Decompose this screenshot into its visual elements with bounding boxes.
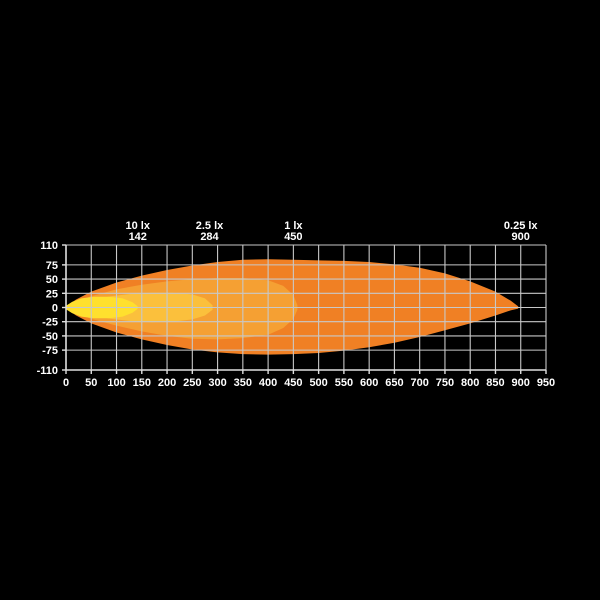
- iso-lux-value-label: 10 lx: [126, 220, 151, 232]
- x-axis-tick-label: 50: [85, 377, 97, 389]
- x-axis-tick-label: 100: [107, 377, 125, 389]
- y-axis-tick-label: -75: [42, 345, 58, 357]
- x-axis-tick-label: 600: [360, 377, 378, 389]
- x-axis-tick-label: 350: [234, 377, 252, 389]
- x-axis-tick-label: 450: [284, 377, 302, 389]
- iso-lux-value-label: 1 lx: [284, 220, 303, 232]
- x-axis-labels-group: 0 50 100 150 200 250 300 350 400 450 500 550 600 650 7…: [63, 377, 555, 389]
- x-axis-tick-label: 800: [461, 377, 479, 389]
- y-axis-tick-label: 0: [52, 303, 58, 315]
- x-axis-tick-label: 400: [259, 377, 277, 389]
- y-axis-tick-label: 75: [46, 260, 58, 272]
- x-axis-tick-label: 500: [309, 377, 327, 389]
- x-axis-tick-label: 300: [208, 377, 226, 389]
- x-axis-tick-label: 900: [512, 377, 530, 389]
- x-axis-tick-label: 0: [63, 377, 69, 389]
- x-axis-tick-label: 850: [486, 377, 504, 389]
- iso-lux-distance-label: 450: [284, 231, 302, 243]
- iso-lux-distance-label: 142: [129, 231, 147, 243]
- x-axis-tick-label: 200: [158, 377, 176, 389]
- y-axis-tick-label: -110: [37, 365, 58, 377]
- x-axis-tick-label: 550: [335, 377, 353, 389]
- y-axis-tick-label: -50: [42, 331, 58, 343]
- x-axis-tick-label: 650: [385, 377, 403, 389]
- y-axis-tick-label: 50: [46, 274, 58, 286]
- y-axis-tick-label: 110: [40, 240, 58, 252]
- x-axis-tick-label: 950: [537, 377, 555, 389]
- x-axis-tick-label: 700: [411, 377, 429, 389]
- axes-group: [62, 244, 547, 374]
- iso-lux-distance-label: 900: [512, 231, 530, 243]
- x-axis-tick-label: 150: [133, 377, 151, 389]
- x-axis-tick-label: 250: [183, 377, 201, 389]
- y-axis-labels-group: 110 75 50 25 0 -25 -50 -75 -110: [37, 240, 58, 377]
- iso-lux-value-label: 2.5 lx: [196, 220, 224, 232]
- y-axis-tick-label: 25: [46, 288, 58, 300]
- iso-lux-distance-label: 284: [200, 231, 219, 243]
- iso-lux-value-label: 0.25 lx: [504, 220, 539, 232]
- grid-lines-group: [66, 244, 547, 371]
- x-axis-tick-label: 750: [436, 377, 454, 389]
- y-axis-tick-label: -25: [42, 317, 58, 329]
